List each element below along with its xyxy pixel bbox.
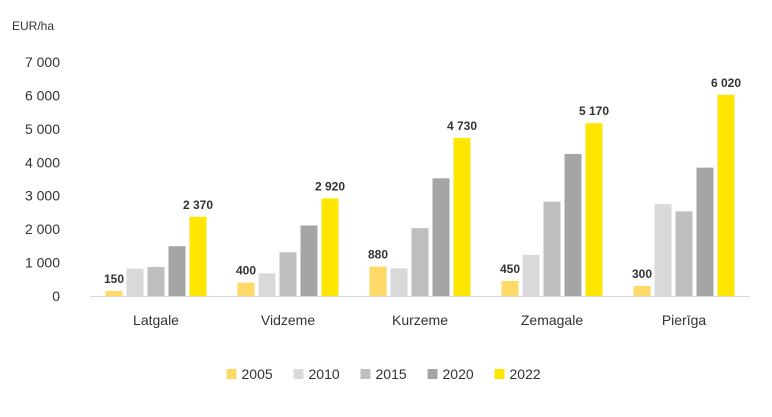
bar-2005-Vidzeme: [237, 282, 255, 296]
bar-2015-Latgale: [147, 266, 165, 296]
bar-2022-Pierīga: [717, 94, 735, 296]
data-label: 6 020: [711, 76, 741, 90]
legend-swatch-2010: [293, 369, 304, 379]
y-unit-label: EUR/ha: [12, 19, 54, 33]
legend-label: 2010: [309, 366, 340, 382]
bar-2022-Zemagale: [585, 123, 603, 296]
bar-2015-Vidzeme: [279, 252, 297, 296]
legend-label: 2005: [242, 366, 273, 382]
y-tick-label: 4 000: [25, 154, 60, 170]
y-tick-label: 3 000: [25, 188, 60, 204]
bar-2010-Pierīga: [654, 204, 672, 296]
data-label: 400: [236, 264, 256, 278]
y-tick-label: 1 000: [25, 255, 60, 271]
y-tick-label: 6 000: [25, 87, 60, 103]
bar-2015-Kurzeme: [411, 228, 429, 296]
bar-2020-Vidzeme: [300, 225, 318, 296]
legend-label: 2020: [443, 366, 474, 382]
bar-2022-Kurzeme: [453, 137, 471, 296]
legend-label: 2022: [510, 366, 541, 382]
bar-2005-Pierīga: [633, 285, 651, 296]
category-label: Latgale: [133, 312, 179, 328]
data-label: 880: [368, 248, 388, 262]
category-label: Pierīga: [662, 312, 707, 328]
bar-2022-Latgale: [189, 216, 207, 296]
data-label: 5 170: [579, 104, 609, 118]
category-label: Vidzeme: [261, 312, 315, 328]
data-label: 2 920: [315, 179, 345, 193]
bar-2010-Zemagale: [522, 254, 540, 296]
data-label: 2 370: [183, 198, 213, 212]
y-tick-label: 7 000: [25, 54, 60, 70]
legend-swatch-2022: [494, 369, 505, 379]
legend-swatch-2015: [360, 369, 371, 379]
bar-2010-Kurzeme: [390, 268, 408, 296]
bar-2022-Vidzeme: [321, 198, 339, 296]
bar-2005-Zemagale: [501, 280, 519, 296]
category-label: Kurzeme: [392, 312, 448, 328]
bar-2020-Kurzeme: [432, 178, 450, 296]
bar-2015-Pierīga: [675, 211, 693, 296]
bar-2010-Vidzeme: [258, 273, 276, 296]
data-label: 4 730: [447, 119, 477, 133]
bar-2020-Zemagale: [564, 153, 582, 296]
y-tick-label: 5 000: [25, 121, 60, 137]
data-label: 150: [104, 272, 124, 286]
legend-label: 2015: [376, 366, 407, 382]
y-tick-label: 2 000: [25, 221, 60, 237]
bar-2020-Pierīga: [696, 167, 714, 296]
data-label: 300: [632, 267, 652, 281]
legend-swatch-2005: [226, 369, 237, 379]
category-label: Zemagale: [521, 312, 583, 328]
bar-2010-Latgale: [126, 268, 144, 296]
bar-2020-Latgale: [168, 246, 186, 296]
data-label: 450: [500, 262, 520, 276]
y-tick-label: 0: [52, 288, 60, 304]
bar-2015-Zemagale: [543, 201, 561, 296]
bar-2005-Kurzeme: [369, 266, 387, 296]
legend-swatch-2020: [427, 369, 438, 379]
bar-2005-Latgale: [105, 290, 123, 296]
